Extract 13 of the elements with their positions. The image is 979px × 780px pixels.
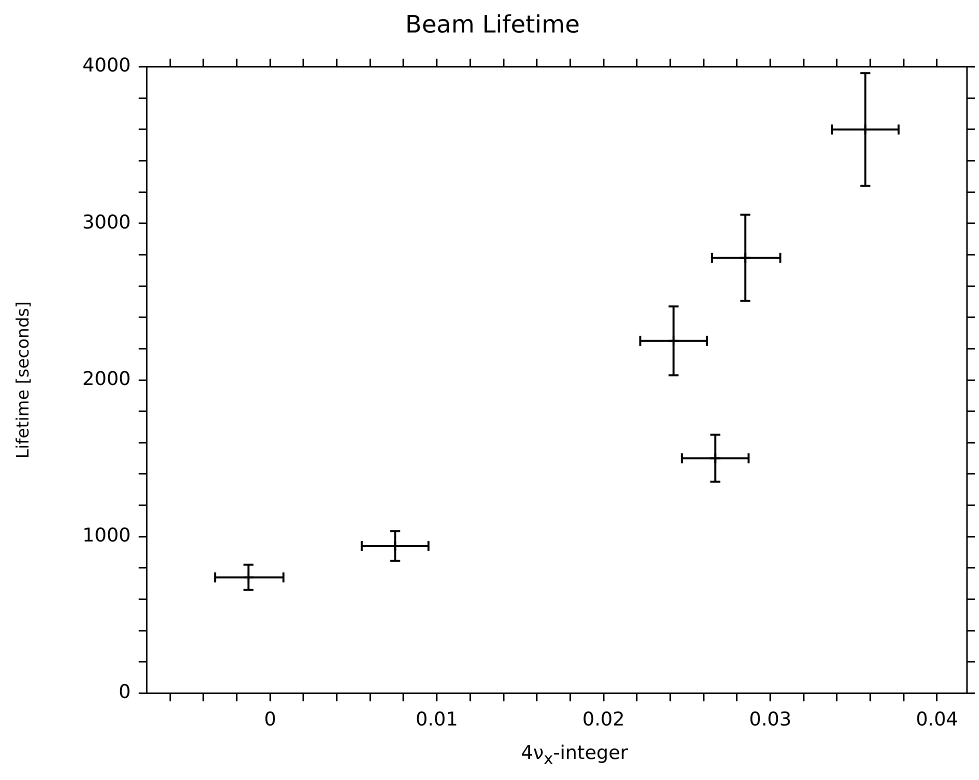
y-tick-label: 4000: [82, 54, 131, 77]
x-tick-label: 0: [264, 708, 276, 731]
y-axis-title: Lifetime [seconds]: [14, 301, 34, 459]
y-tick-label: 0: [118, 681, 131, 704]
x-tick-label: 0.01: [416, 708, 458, 731]
x-tick-label: 0.03: [749, 708, 792, 731]
x-tick-label: 0.02: [582, 708, 625, 731]
x-tick-label: 0.04: [916, 708, 958, 731]
x-axis-title: 4ν$_{x}$-integer: [520, 742, 629, 768]
chart-title: Beam Lifetime: [405, 10, 580, 39]
y-tick-label: 2000: [82, 368, 131, 390]
y-tick-label: 3000: [82, 211, 131, 234]
y-tick-label: 1000: [82, 524, 131, 547]
